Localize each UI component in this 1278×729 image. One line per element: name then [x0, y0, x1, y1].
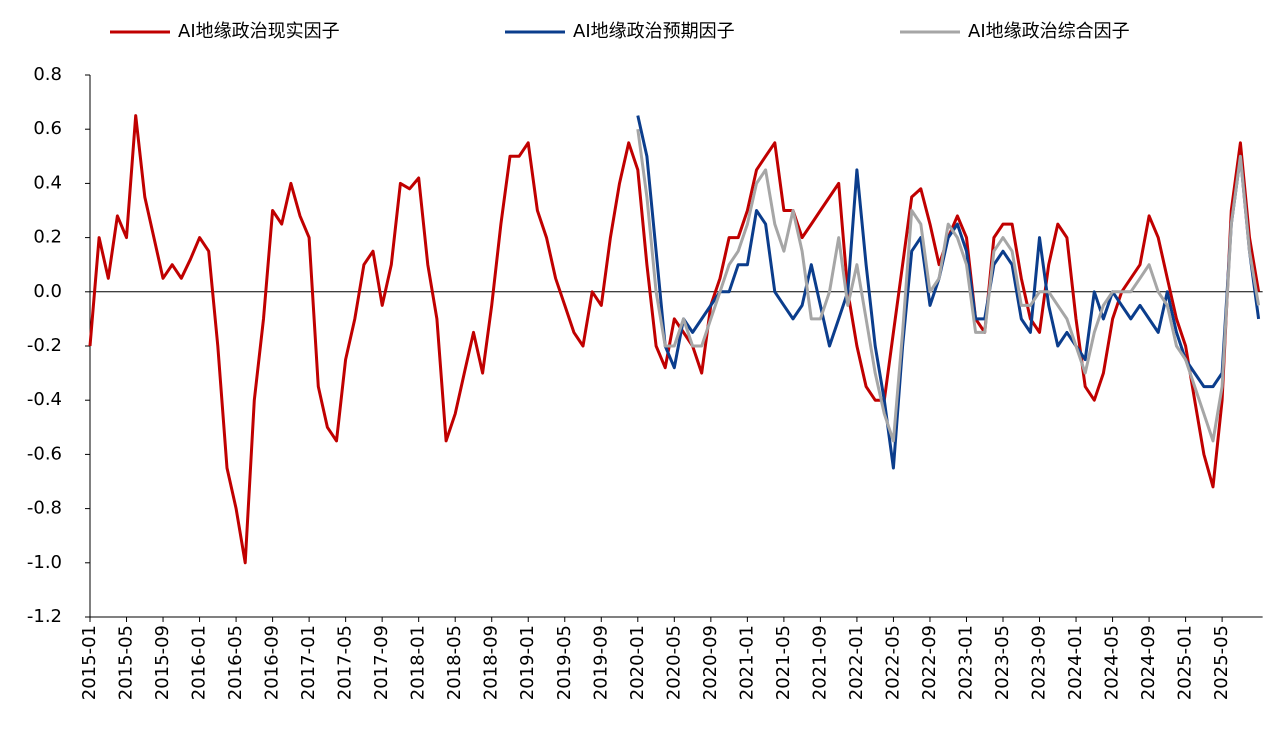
y-tick-label: -0.8 — [27, 498, 62, 519]
legend-label: AI地缘政治预期因子 — [573, 21, 735, 42]
x-tick-label: 2015-01 — [79, 625, 100, 700]
y-tick-label: 0.8 — [33, 64, 62, 85]
x-tick-label: 2024-05 — [1102, 625, 1123, 700]
x-tick-label: 2022-05 — [882, 625, 903, 700]
x-tick-label: 2021-09 — [809, 625, 830, 700]
x-tick-label: 2017-01 — [298, 625, 319, 700]
x-tick-label: 2018-01 — [408, 625, 429, 700]
y-tick-label: 0.0 — [33, 281, 62, 302]
x-tick-label: 2016-01 — [189, 625, 210, 700]
x-tick-label: 2023-01 — [955, 625, 976, 700]
series-line — [636, 115, 1261, 470]
x-tick-label: 2016-09 — [262, 625, 283, 700]
y-tick-label: -1.0 — [27, 552, 62, 573]
x-tick-label: 2018-09 — [481, 625, 502, 700]
series-line — [636, 129, 1261, 443]
x-tick-label: 2024-09 — [1138, 625, 1159, 700]
x-tick-label: 2025-01 — [1175, 625, 1196, 700]
legend-label: AI地缘政治综合因子 — [968, 21, 1130, 42]
x-tick-label: 2025-05 — [1211, 625, 1232, 700]
y-tick-label: -0.2 — [27, 335, 62, 356]
x-tick-label: 2022-01 — [846, 625, 867, 700]
x-tick-label: 2021-05 — [773, 625, 794, 700]
y-tick-label: 0.4 — [33, 172, 62, 193]
y-tick-label: -0.6 — [27, 443, 62, 464]
x-tick-label: 2023-09 — [1029, 625, 1050, 700]
x-tick-label: 2018-05 — [444, 625, 465, 700]
x-tick-label: 2020-09 — [700, 625, 721, 700]
x-tick-label: 2015-05 — [116, 625, 137, 700]
x-tick-label: 2016-05 — [225, 625, 246, 700]
x-tick-label: 2019-05 — [554, 625, 575, 700]
x-tick-label: 2021-01 — [736, 625, 757, 700]
x-tick-label: 2020-01 — [627, 625, 648, 700]
y-tick-label: -1.2 — [27, 606, 62, 627]
x-tick-label: 2023-05 — [992, 625, 1013, 700]
x-tick-label: 2019-01 — [517, 625, 538, 700]
series-line — [88, 114, 1261, 565]
x-tick-label: 2020-05 — [663, 625, 684, 700]
y-tick-label: 0.2 — [33, 227, 62, 248]
x-tick-label: 2019-09 — [590, 625, 611, 700]
y-tick-label: -0.4 — [27, 389, 62, 410]
legend-label: AI地缘政治现实因子 — [178, 21, 340, 42]
x-tick-label: 2024-01 — [1065, 625, 1086, 700]
x-tick-label: 2017-05 — [335, 625, 356, 700]
y-tick-label: 0.6 — [33, 118, 62, 139]
x-tick-label: 2015-09 — [152, 625, 173, 700]
x-tick-label: 2022-09 — [919, 625, 940, 700]
x-tick-label: 2017-09 — [371, 625, 392, 700]
